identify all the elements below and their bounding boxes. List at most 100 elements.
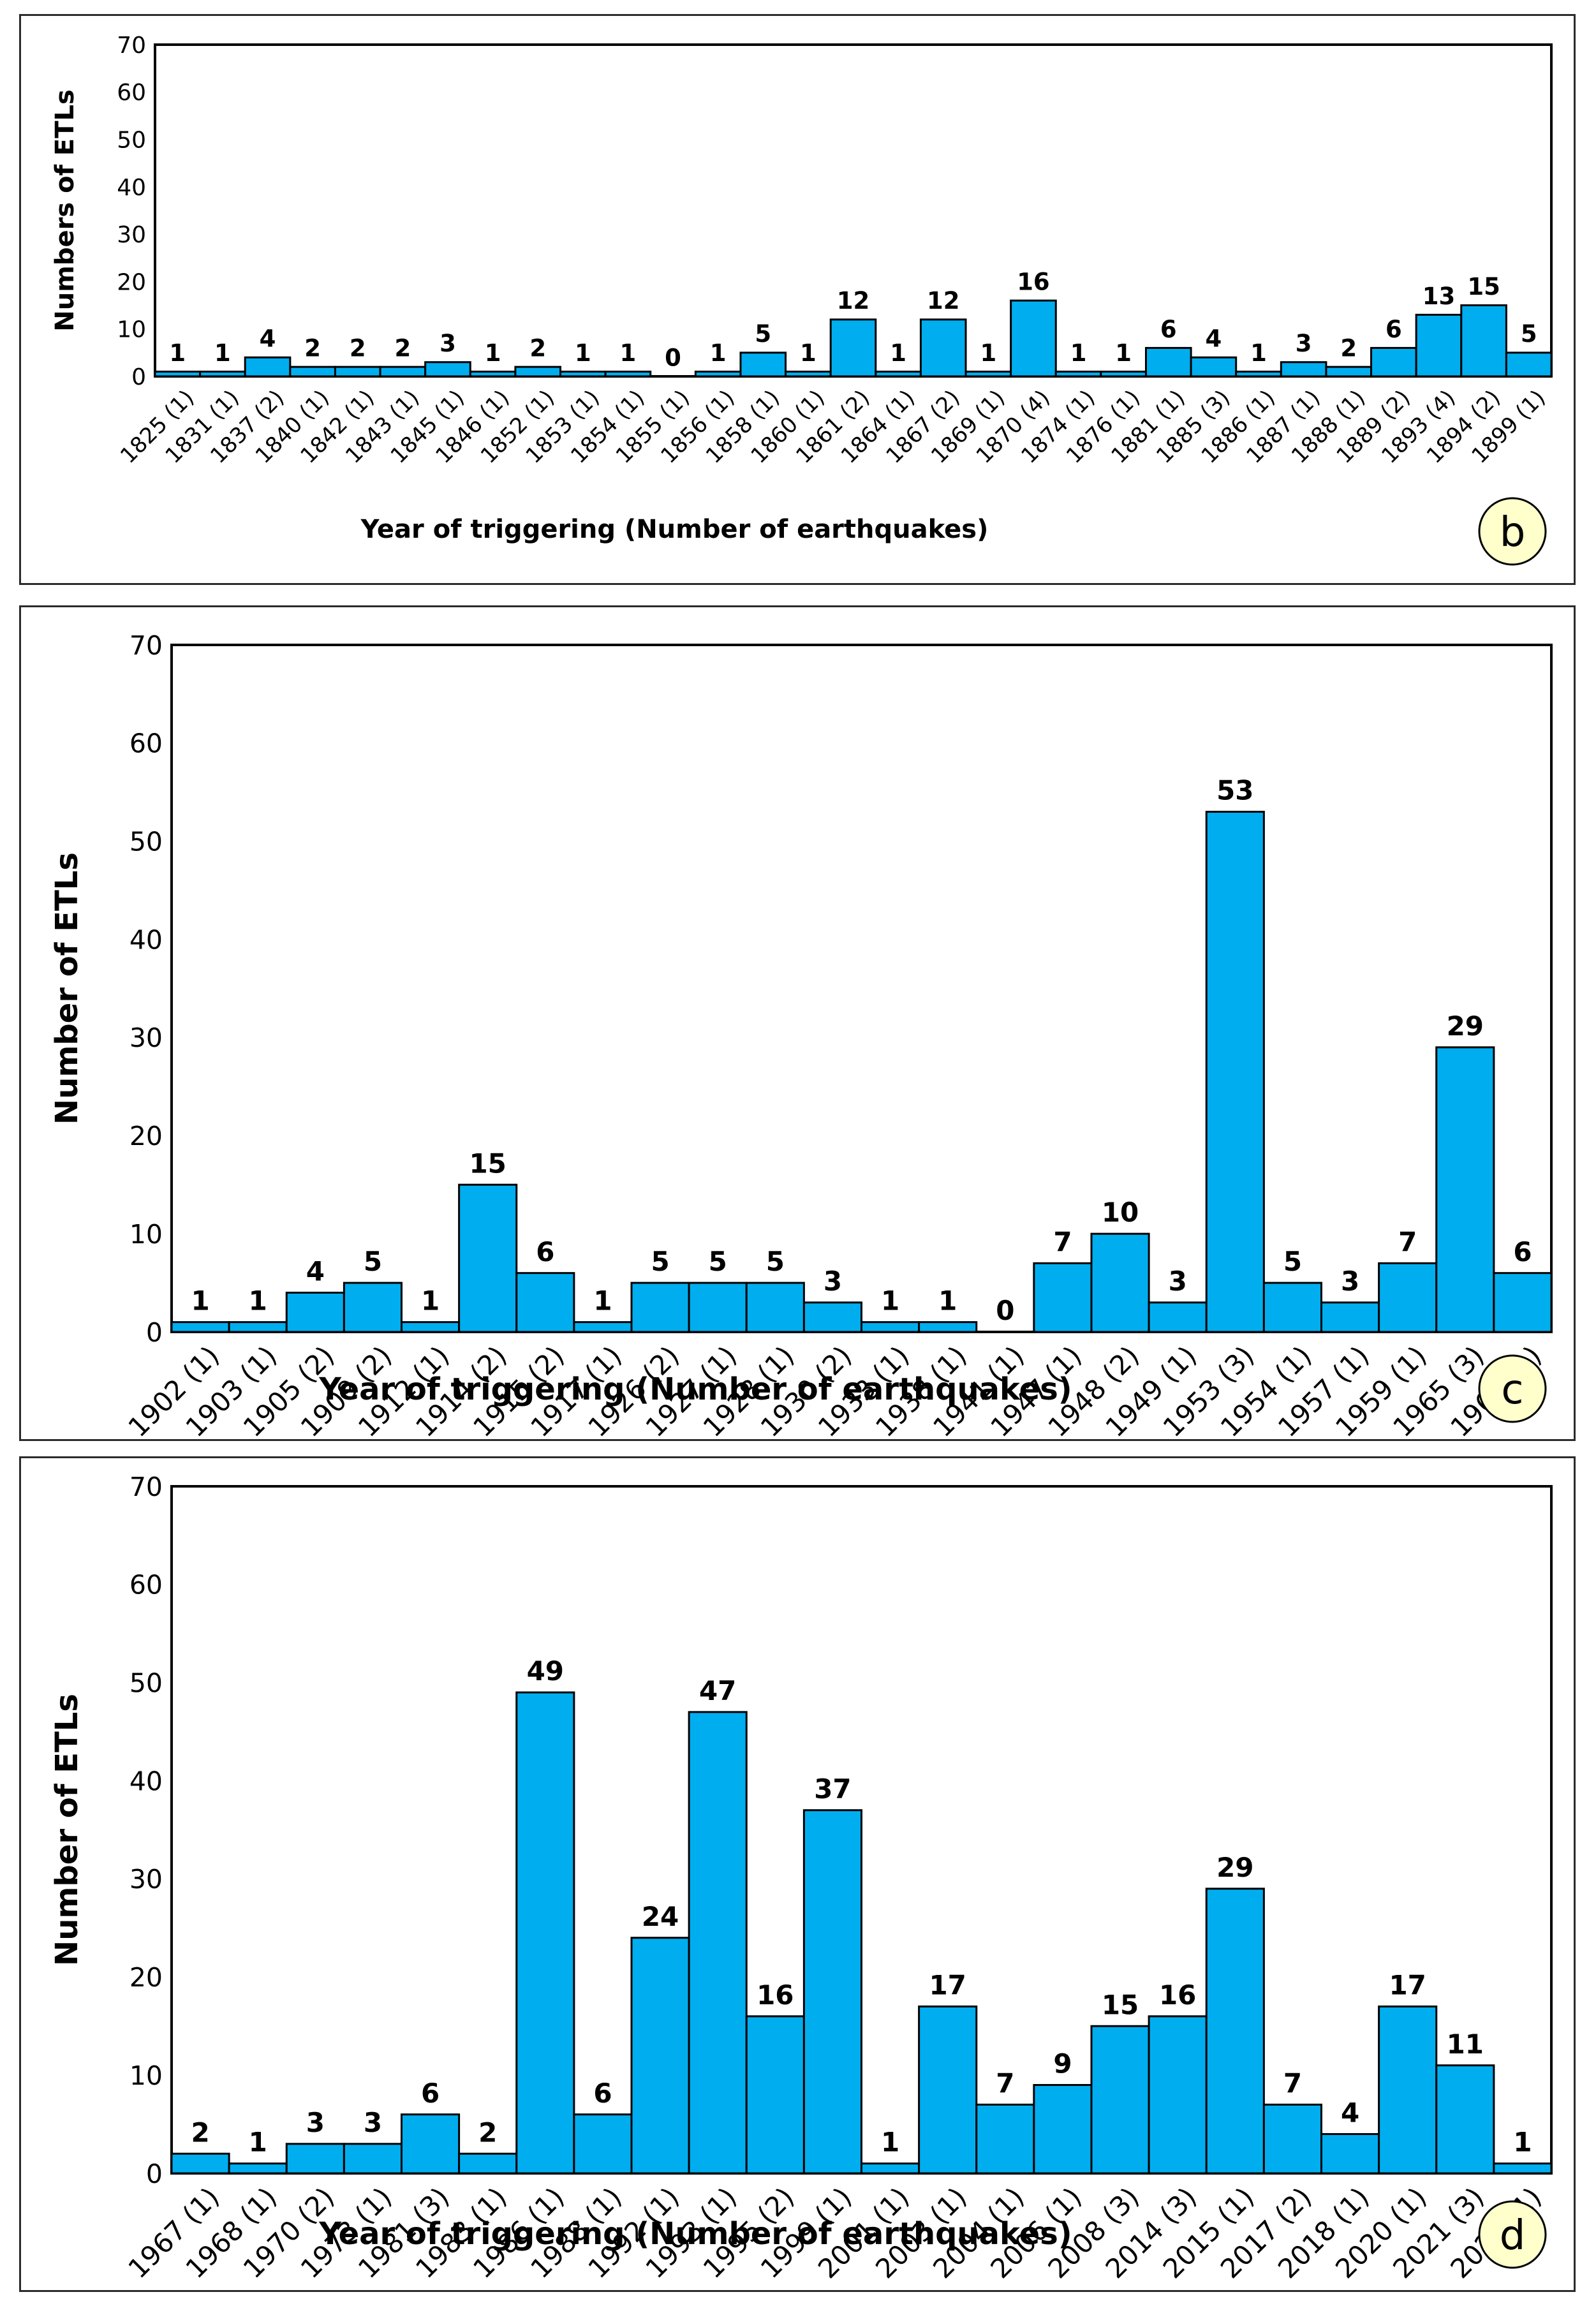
data-label: 47 bbox=[699, 1675, 736, 1706]
data-label: 1 bbox=[169, 339, 186, 367]
bar bbox=[1435, 2064, 1495, 2175]
data-label: 6 bbox=[593, 2078, 612, 2109]
data-label: 2 bbox=[394, 334, 411, 362]
bar bbox=[964, 371, 1012, 378]
bar bbox=[630, 1282, 690, 1333]
bar bbox=[1320, 1301, 1380, 1333]
bar bbox=[1148, 2015, 1208, 2175]
data-label: 1 bbox=[881, 1285, 899, 1317]
bar bbox=[379, 366, 427, 378]
bar bbox=[875, 371, 922, 378]
data-label: 3 bbox=[306, 2107, 325, 2138]
y-tick-label: 70 bbox=[117, 33, 146, 59]
bar bbox=[1325, 366, 1373, 378]
bar bbox=[1415, 313, 1463, 378]
bar bbox=[1378, 2005, 1438, 2175]
y-tick-label: 70 bbox=[129, 630, 163, 661]
data-label: 7 bbox=[1398, 1226, 1417, 1257]
data-label: 12 bbox=[927, 287, 960, 314]
bar bbox=[401, 2113, 461, 2175]
y-tick-label: 0 bbox=[131, 364, 146, 390]
data-label: 5 bbox=[364, 1246, 382, 1277]
bar bbox=[975, 2103, 1035, 2175]
data-label: 1 bbox=[214, 339, 231, 367]
panel-badge bbox=[1478, 1354, 1547, 1423]
data-label: 6 bbox=[421, 2078, 440, 2109]
bar bbox=[515, 1272, 575, 1333]
bar bbox=[802, 1301, 862, 1333]
bar bbox=[424, 361, 471, 378]
y-tick-label: 10 bbox=[129, 2060, 163, 2091]
data-label: 17 bbox=[1389, 1970, 1426, 2001]
x-axis-title: Year of triggering (Number of earthquake… bbox=[360, 515, 989, 544]
y-tick-label: 60 bbox=[117, 80, 146, 106]
data-label: 6 bbox=[536, 1236, 554, 1268]
bar bbox=[688, 1282, 748, 1333]
data-label: 2 bbox=[1340, 334, 1357, 362]
data-label: 11 bbox=[1447, 2029, 1484, 2060]
panel-label: b bbox=[1500, 509, 1526, 556]
bar bbox=[861, 1321, 920, 1333]
bar bbox=[228, 2162, 288, 2175]
bar bbox=[918, 2005, 978, 2175]
bar bbox=[1205, 811, 1265, 1333]
y-tick-label: 40 bbox=[117, 175, 146, 201]
data-label: 4 bbox=[1341, 2097, 1359, 2129]
data-label: 1 bbox=[191, 1285, 209, 1317]
data-label: 1 bbox=[710, 339, 727, 367]
data-label: 2 bbox=[350, 334, 366, 362]
bar bbox=[170, 1321, 230, 1333]
bar bbox=[1235, 371, 1282, 378]
bar bbox=[1190, 356, 1238, 378]
chart-panel-b: 0 10 20 30 40 50 60 70 Numbers of ETLs 1 1825 (1) 1… bbox=[19, 14, 1576, 585]
bar bbox=[919, 318, 967, 378]
y-tick-label: 20 bbox=[129, 1121, 163, 1151]
y-axis-title: Number of ETLs bbox=[49, 1694, 85, 1966]
y-tick-label: 50 bbox=[129, 1667, 163, 1698]
data-label: 16 bbox=[757, 1979, 794, 2011]
y-tick-label: 10 bbox=[117, 317, 146, 343]
data-label: 2 bbox=[529, 334, 546, 362]
bar bbox=[1493, 2162, 1553, 2175]
bar bbox=[199, 371, 246, 378]
bar bbox=[739, 351, 787, 378]
data-label: 1 bbox=[593, 1285, 612, 1317]
data-label: 1 bbox=[800, 339, 816, 367]
data-label: 4 bbox=[306, 1256, 325, 1287]
y-tick-label: 40 bbox=[129, 1766, 163, 1796]
data-label: 29 bbox=[1447, 1010, 1484, 1042]
y-tick-label: 30 bbox=[117, 222, 146, 248]
bar bbox=[745, 2015, 805, 2175]
bar bbox=[630, 1937, 690, 2175]
data-label: 1 bbox=[890, 339, 906, 367]
y-tick-label: 20 bbox=[117, 269, 146, 295]
data-label: 2 bbox=[191, 2117, 209, 2148]
data-label: 5 bbox=[766, 1246, 785, 1277]
data-label: 15 bbox=[469, 1148, 506, 1179]
bar bbox=[1460, 304, 1507, 378]
bar bbox=[1435, 1046, 1495, 1333]
x-axis-title: Year of triggering (Number of earthquake… bbox=[318, 2216, 1072, 2252]
y-tick-label: 50 bbox=[129, 826, 163, 857]
data-label: 6 bbox=[1385, 316, 1402, 343]
data-label: 1 bbox=[575, 339, 591, 367]
data-label: 4 bbox=[1206, 325, 1222, 353]
bar bbox=[1370, 346, 1417, 378]
bar bbox=[604, 371, 652, 378]
y-tick-label: 0 bbox=[146, 1317, 163, 1348]
data-label: 37 bbox=[814, 1773, 851, 1805]
bar bbox=[1378, 1262, 1438, 1333]
data-label: 6 bbox=[1160, 316, 1177, 343]
bar bbox=[1010, 299, 1057, 378]
bar bbox=[1493, 1272, 1553, 1333]
bar bbox=[1262, 1282, 1322, 1333]
bar bbox=[170, 2152, 230, 2175]
data-label: 1 bbox=[249, 1285, 267, 1317]
bar bbox=[861, 2162, 920, 2175]
data-label: 2 bbox=[304, 334, 321, 362]
data-label: 1 bbox=[980, 339, 996, 367]
y-tick-label: 70 bbox=[129, 1472, 163, 1502]
y-tick-label: 60 bbox=[129, 1570, 163, 1600]
data-label: 3 bbox=[440, 330, 456, 357]
